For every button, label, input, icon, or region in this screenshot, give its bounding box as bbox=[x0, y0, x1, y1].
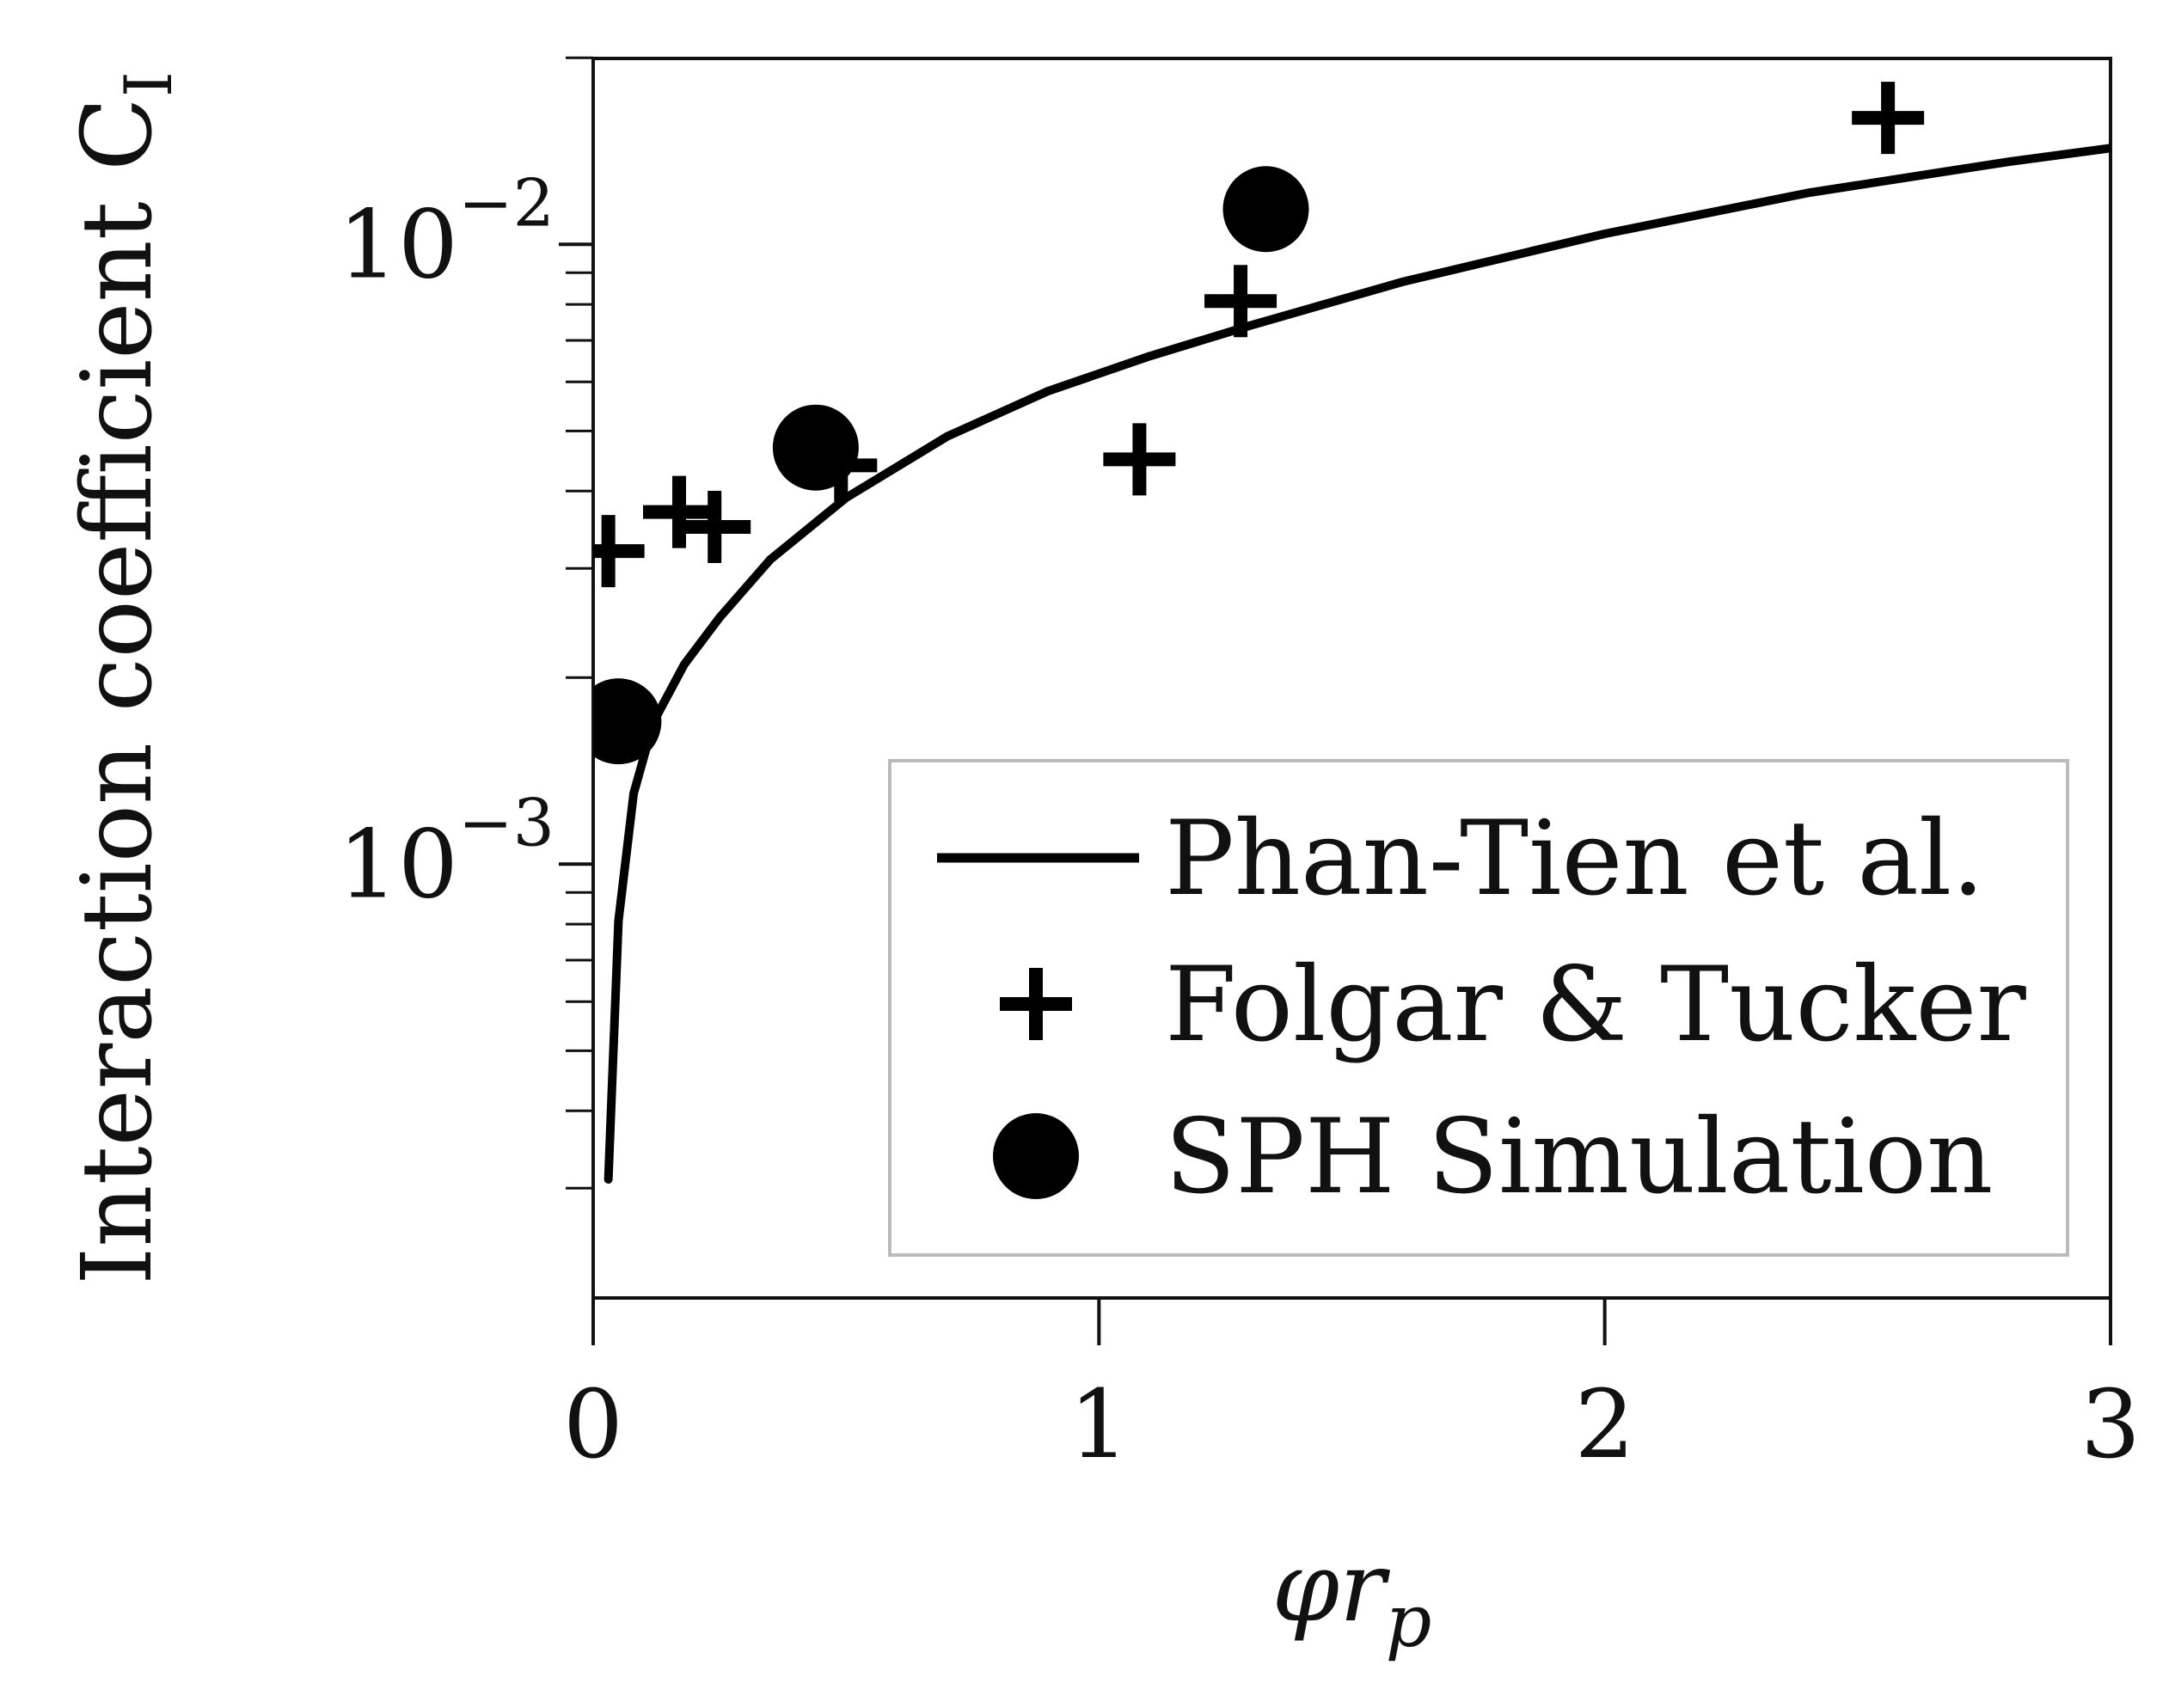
y-axis-label: Interaction coefficient CI bbox=[62, 71, 187, 1285]
y-axis-label-main: Interaction coefficient C bbox=[62, 97, 174, 1285]
y-tick-base: 10 bbox=[338, 189, 458, 299]
sph-simulation-point bbox=[772, 404, 859, 491]
data-marks bbox=[593, 82, 2111, 1185]
folgar-tucker-point bbox=[1852, 82, 1925, 155]
legend: Phan-Tien et al. Folgar & Tucker SPH Simul… bbox=[888, 759, 2069, 1257]
y-tick-exponent: −2 bbox=[458, 164, 554, 241]
y-axis-label-sub: I bbox=[110, 71, 187, 97]
legend-circle-symbol bbox=[993, 1113, 1079, 1199]
legend-label: SPH Simulation bbox=[1165, 1098, 1993, 1217]
y-tick-label: 10−2 bbox=[338, 164, 554, 299]
legend-plus-symbol bbox=[1000, 968, 1072, 1040]
legend-label: Phan-Tien et al. bbox=[1165, 799, 1984, 919]
x-axis-label-sub: p bbox=[1386, 1579, 1432, 1663]
folgar-tucker-point bbox=[593, 515, 645, 588]
x-axis-label: φrp bbox=[1272, 1532, 1432, 1663]
folgar-tucker-point bbox=[678, 491, 751, 564]
x-tick-label: 3 bbox=[2080, 1369, 2141, 1479]
x-tick-label: 1 bbox=[1069, 1369, 1129, 1479]
folgar-tucker-point bbox=[643, 475, 716, 548]
folgar-tucker-point bbox=[1103, 423, 1176, 496]
y-tick-base: 10 bbox=[338, 809, 458, 919]
folgar-tucker-point bbox=[1204, 265, 1277, 338]
x-tick-label: 2 bbox=[1575, 1369, 1635, 1479]
legend-label: Folgar & Tucker bbox=[1165, 946, 2026, 1065]
sph-simulation-point bbox=[1222, 166, 1309, 253]
x-axis-label-main: φr bbox=[1272, 1532, 1391, 1644]
x-tick-label: 0 bbox=[563, 1369, 623, 1479]
y-tick-exponent: −3 bbox=[458, 784, 554, 860]
legend-box bbox=[888, 759, 2069, 1257]
y-tick-label: 10−3 bbox=[338, 784, 554, 919]
sph-simulation-point bbox=[593, 678, 662, 765]
